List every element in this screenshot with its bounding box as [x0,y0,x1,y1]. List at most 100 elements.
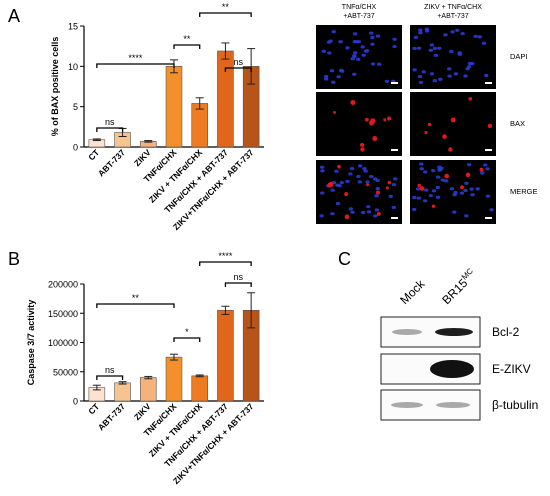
nucleus-dot [459,191,465,195]
significance-label: ** [183,34,191,44]
bax-signal-dot [417,183,421,188]
x-tick-label: CT [86,401,102,417]
bax-signal-dot [387,116,392,121]
blot-band [391,402,423,408]
scale-bar [485,217,492,219]
nucleus-dot [464,214,469,218]
scale-bar [391,217,398,219]
bar [217,50,234,148]
bax-signal-dot [372,136,378,142]
significance-bracket [96,375,124,380]
nucleus-dot [329,69,335,73]
nucleus-dot [417,74,423,79]
bax-signal-dot [468,96,473,101]
nucleus-dot [388,194,393,198]
significance-label: ** [132,293,140,303]
nucleus-dot [392,44,397,49]
protein-label: E-ZIKV [492,362,531,376]
y-tick-label: 200000 [48,280,78,290]
panel-letter-c: C [338,249,351,269]
significance-label: ** [222,2,230,12]
nucleus-dot [351,54,357,58]
lane-label-br15: BR15MC [439,266,480,307]
bax-signal-dot [487,123,493,129]
nucleus-dot [345,46,350,50]
bar [191,375,208,402]
nucleus-dot [345,179,350,183]
bar [217,310,234,402]
nucleus-dot [466,163,472,167]
scale-bar [485,82,492,84]
nucleus-dot [323,74,329,79]
nucleus-dot [320,191,325,195]
nucleus-dot [369,174,374,179]
scale-bar [391,149,398,151]
nucleus-dot [475,187,480,191]
nucleus-dot [391,183,397,187]
lane-label-mock: Mock [397,276,428,307]
nucleus-dot [366,210,372,214]
nucleus-dot [373,214,378,218]
nucleus-dot [373,177,378,181]
nucleus-dot [320,169,325,173]
nucleus-dot [356,57,361,61]
nucleus-dot [330,212,335,216]
bax-signal-dot [465,172,471,178]
significance-bracket [96,303,175,308]
nucleus-dot [369,31,374,35]
western-blot-panel: Mock BR15MC Bcl-2 E-ZIKV β-tubulin [380,266,538,421]
nucleus-dot [443,33,448,37]
bar [191,103,208,148]
y-tick-label: 0 [73,143,78,153]
nucleus-dot [432,79,438,83]
nucleus-dot [455,28,460,32]
nucleus-dot [479,171,485,175]
nucleus-dot [334,169,339,173]
bax-signal-dot [337,164,341,169]
nucleus-dot [349,167,355,171]
bax-signal-dot [364,117,369,122]
y-tick-label: 100000 [48,338,78,348]
nucleus-dot [352,51,358,55]
nucleus-dot [473,34,478,38]
nucleus-dot [435,185,441,189]
nucleus-dot [418,31,423,35]
nucleus-dot [348,172,353,176]
significance-label: ns [234,57,244,67]
nucleus-dot [469,187,474,191]
nucleus-dot [412,46,417,51]
bax-signal-dot [442,134,447,139]
blot-band [436,402,470,408]
nucleus-dot [453,190,458,195]
nucleus-dot [443,179,449,183]
blot-band [430,360,474,378]
bax-signal-dot [450,117,456,123]
nucleus-dot [453,72,459,76]
nucleus-dot [418,28,423,32]
bax-signal-dot [444,173,450,179]
y-tick-label: 0 [73,397,78,407]
y-tick-label: 15 [68,22,78,32]
nucleus-dot [424,27,430,31]
nucleus-dot [470,193,475,197]
y-tick-label: 10 [68,62,78,72]
nucleus-dot [422,199,428,203]
nucleus-dot [363,169,368,173]
nucleus-dot [357,164,363,168]
nucleus-dot [348,207,354,211]
nucleus-dot [477,35,482,39]
microscopy-column-label: ZIKV + TNFα/CHX [424,4,482,11]
significance-label: ns [105,365,115,375]
nucleus-dot [489,208,494,212]
nucleus-dot [413,35,419,39]
bax-signal-dot [479,167,484,172]
bax-signal-dot [366,183,370,187]
nucleus-dot [361,53,366,57]
nucleus-dot [435,195,441,199]
bax-signal-dot [460,185,464,190]
nucleus-dot [319,214,324,218]
nucleus-dot [463,188,468,193]
nucleus-dot [339,181,344,185]
bax-signal-dot [431,204,436,208]
